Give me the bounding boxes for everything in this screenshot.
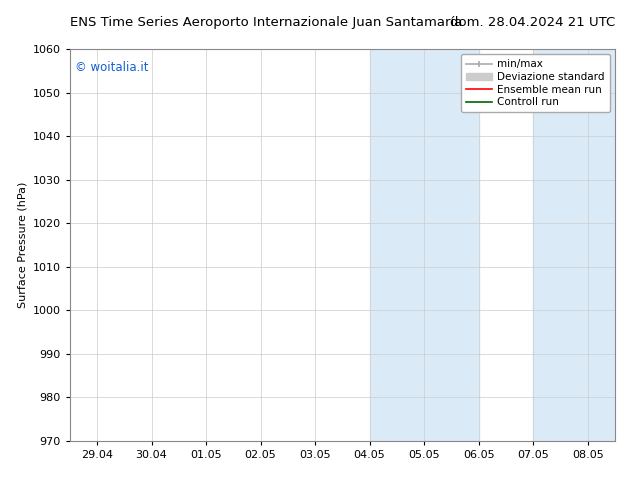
Text: © woitalia.it: © woitalia.it: [75, 61, 149, 74]
Bar: [533, 49, 615, 441]
Y-axis label: Surface Pressure (hPa): Surface Pressure (hPa): [17, 182, 27, 308]
Bar: [370, 49, 479, 441]
Text: dom. 28.04.2024 21 UTC: dom. 28.04.2024 21 UTC: [450, 16, 615, 28]
Legend: min/max, Deviazione standard, Ensemble mean run, Controll run: min/max, Deviazione standard, Ensemble m…: [461, 54, 610, 112]
Text: ENS Time Series Aeroporto Internazionale Juan Santamaría: ENS Time Series Aeroporto Internazionale…: [70, 16, 462, 28]
